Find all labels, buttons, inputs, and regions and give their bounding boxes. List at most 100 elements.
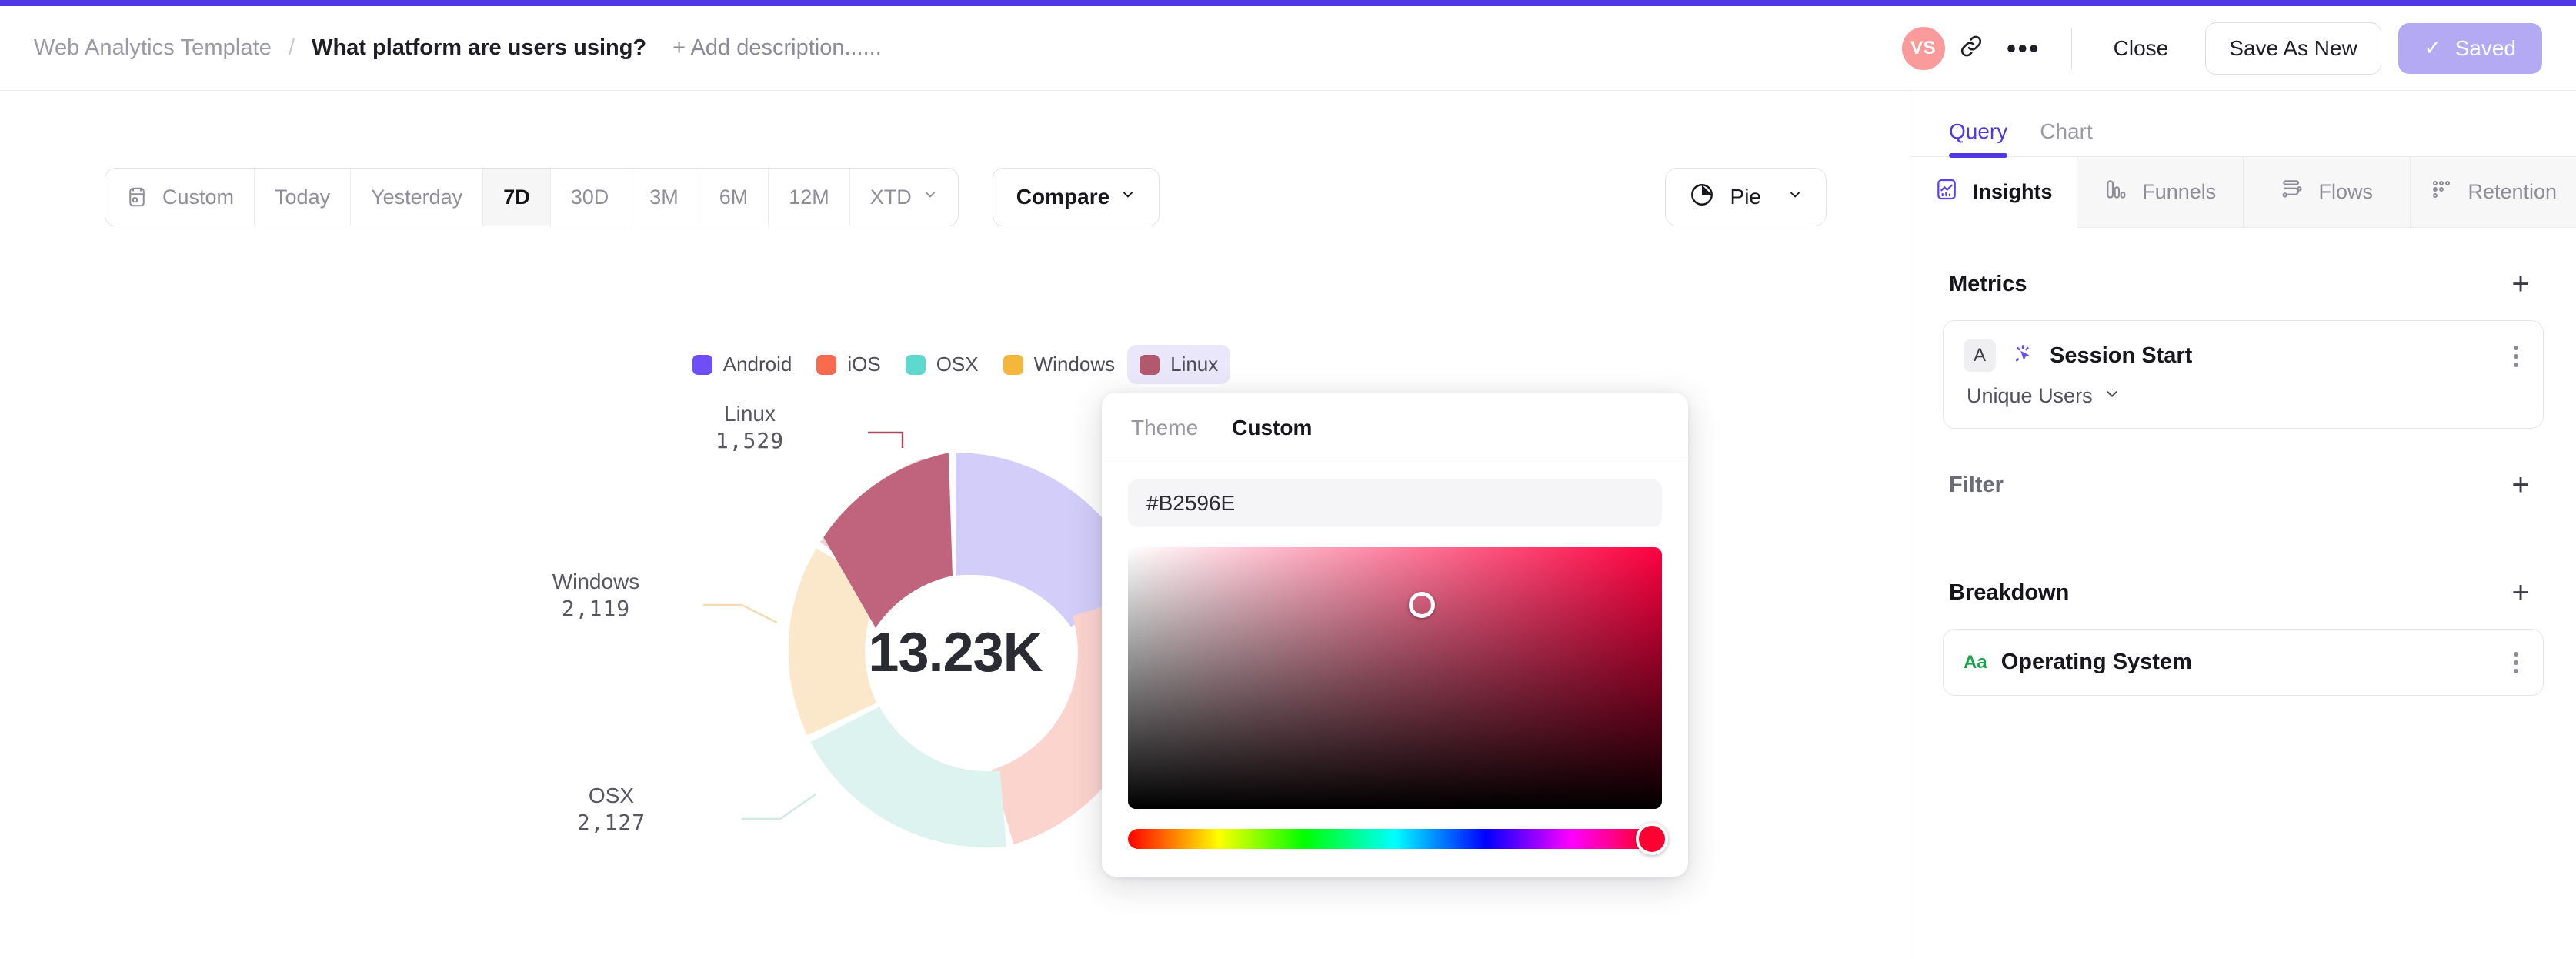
filter-title: Filter — [1949, 472, 2004, 497]
saturation-cursor[interactable] — [1408, 591, 1435, 618]
chevron-down-icon — [923, 187, 938, 207]
kebab-dot — [2514, 668, 2518, 673]
legend-label-android: Android — [722, 353, 792, 376]
chevron-down-icon — [2104, 384, 2121, 408]
chart-type-selector[interactable]: Pie — [1664, 168, 1827, 226]
tab-custom[interactable]: Custom — [1232, 416, 1313, 439]
saved-button[interactable]: ✓ Saved — [2397, 22, 2542, 74]
app-header: Web Analytics Template / What platform a… — [0, 6, 2576, 91]
chevron-down-icon — [1787, 187, 1803, 207]
range-custom-label: Custom — [162, 185, 235, 209]
donut-slice-linux[interactable] — [823, 453, 953, 628]
legend-item-android[interactable]: Android — [680, 345, 805, 384]
range-yesterday[interactable]: Yesterday — [351, 169, 484, 226]
main-panel: Custom Today Yesterday 7D 30D 3M 6M 12M … — [0, 91, 1910, 959]
breadcrumb: Web Analytics Template / What platform a… — [0, 35, 882, 61]
donut-center-total: 13.23K — [868, 622, 1043, 683]
page-title[interactable]: What platform are users using? — [312, 35, 647, 60]
chevron-down-icon — [1120, 187, 1136, 207]
avatar[interactable]: VS — [1901, 26, 1945, 70]
range-today[interactable]: Today — [255, 169, 352, 226]
compare-button[interactable]: Compare — [992, 168, 1160, 226]
save-as-new-button[interactable]: Save As New — [2205, 22, 2381, 75]
avatar-initials: VS — [1910, 37, 1937, 58]
kebab-dot — [2514, 660, 2518, 665]
add-breakdown-button[interactable]: + — [2511, 576, 2530, 610]
tab-query[interactable]: Query — [1949, 119, 2008, 158]
tab-flows-label: Flows — [2318, 180, 2373, 203]
range-30d[interactable]: 30D — [551, 169, 630, 226]
range-custom[interactable]: Custom — [105, 169, 255, 226]
header-divider — [2070, 27, 2072, 69]
tab-flows[interactable]: Flows — [2244, 157, 2411, 228]
kebab-dot — [2514, 346, 2518, 350]
range-xtd[interactable]: XTD — [850, 169, 958, 226]
range-6m[interactable]: 6M — [699, 169, 769, 226]
kebab-dot — [2514, 363, 2518, 367]
saved-button-label: Saved — [2454, 35, 2516, 60]
slice-label-windows-value: 2,119 — [561, 596, 631, 621]
right-sidebar: Query Chart Insights — [1910, 91, 2576, 959]
tab-chart[interactable]: Chart — [2040, 119, 2093, 143]
metric-aggregation-select[interactable]: Unique Users — [1967, 384, 2523, 408]
hex-input[interactable]: #B2596E — [1128, 480, 1662, 527]
breakdown-card[interactable]: Aa Operating System — [1943, 629, 2544, 696]
add-metric-button[interactable]: + — [2511, 267, 2530, 301]
legend-label-ios: iOS — [847, 353, 881, 376]
metric-name: Session Start — [2050, 342, 2193, 368]
slice-label-windows-name: Windows — [552, 570, 640, 593]
metric-aggregation-label: Unique Users — [1967, 384, 2093, 407]
metrics-title: Metrics — [1949, 271, 2027, 296]
spacer — [1910, 228, 2576, 254]
share-link-button[interactable] — [1945, 22, 1997, 75]
hex-input-value: #B2596E — [1146, 491, 1236, 515]
slice-label-osx-name: OSX — [588, 784, 635, 807]
slice-label-osx-value: 2,127 — [576, 810, 646, 835]
more-options-button[interactable]: ••• — [1997, 22, 2050, 75]
date-range-toolbar: Custom Today Yesterday 7D 30D 3M 6M 12M … — [105, 168, 1160, 226]
hue-slider[interactable] — [1128, 823, 1668, 855]
hue-slider-knob[interactable] — [1636, 823, 1668, 855]
legend-item-linux[interactable]: Linux — [1127, 345, 1231, 384]
breakdown-menu-button[interactable] — [2509, 647, 2523, 678]
range-7d[interactable]: 7D — [483, 169, 551, 226]
flows-icon — [2280, 177, 2304, 207]
metric-card[interactable]: A Session Start Unique Users — [1943, 320, 2544, 429]
legend-item-osx[interactable]: OSX — [893, 345, 991, 384]
tab-insights-label: Insights — [1972, 180, 2053, 203]
filter-section-header: Filter + — [1910, 455, 2576, 515]
add-description-link[interactable]: + Add description...... — [672, 35, 882, 60]
legend-item-windows[interactable]: Windows — [991, 345, 1127, 384]
date-range-segmented: Custom Today Yesterday 7D 30D 3M 6M 12M … — [105, 168, 959, 226]
tab-retention[interactable]: Retention — [2410, 157, 2576, 228]
retention-icon — [2429, 177, 2454, 207]
range-xtd-label: XTD — [869, 185, 912, 209]
leader-line-windows — [702, 603, 778, 624]
breakdown-card-row: Aa Operating System — [1964, 650, 2523, 675]
funnels-icon — [2104, 177, 2128, 207]
breadcrumb-separator: / — [289, 35, 295, 60]
insights-icon — [1934, 177, 1959, 207]
tab-retention-label: Retention — [2468, 180, 2558, 203]
breadcrumb-root[interactable]: Web Analytics Template — [34, 35, 272, 60]
tab-funnels[interactable]: Funnels — [2077, 157, 2244, 228]
range-12m[interactable]: 12M — [769, 169, 850, 226]
close-button[interactable]: Close — [2113, 35, 2169, 60]
ellipsis-icon: ••• — [2006, 32, 2040, 64]
add-filter-button[interactable]: + — [2511, 468, 2530, 502]
metric-menu-button[interactable] — [2509, 341, 2523, 372]
analysis-mode-tabs: Insights Funnels — [1910, 157, 2576, 228]
range-3m[interactable]: 3M — [629, 169, 699, 226]
tab-theme[interactable]: Theme — [1131, 416, 1199, 439]
legend-item-ios[interactable]: iOS — [804, 345, 893, 384]
breakdown-name: Operating System — [2000, 650, 2192, 674]
tab-insights[interactable]: Insights — [1910, 157, 2077, 228]
legend-swatch-linux — [1140, 354, 1160, 375]
donut-slice-osx[interactable] — [809, 707, 1006, 848]
legend-swatch-windows — [1003, 354, 1023, 375]
tab-funnels-label: Funnels — [2142, 180, 2217, 203]
saturation-value-panel[interactable] — [1128, 547, 1662, 809]
spacer — [1910, 429, 2576, 455]
donut-slice-android[interactable] — [955, 453, 1143, 627]
